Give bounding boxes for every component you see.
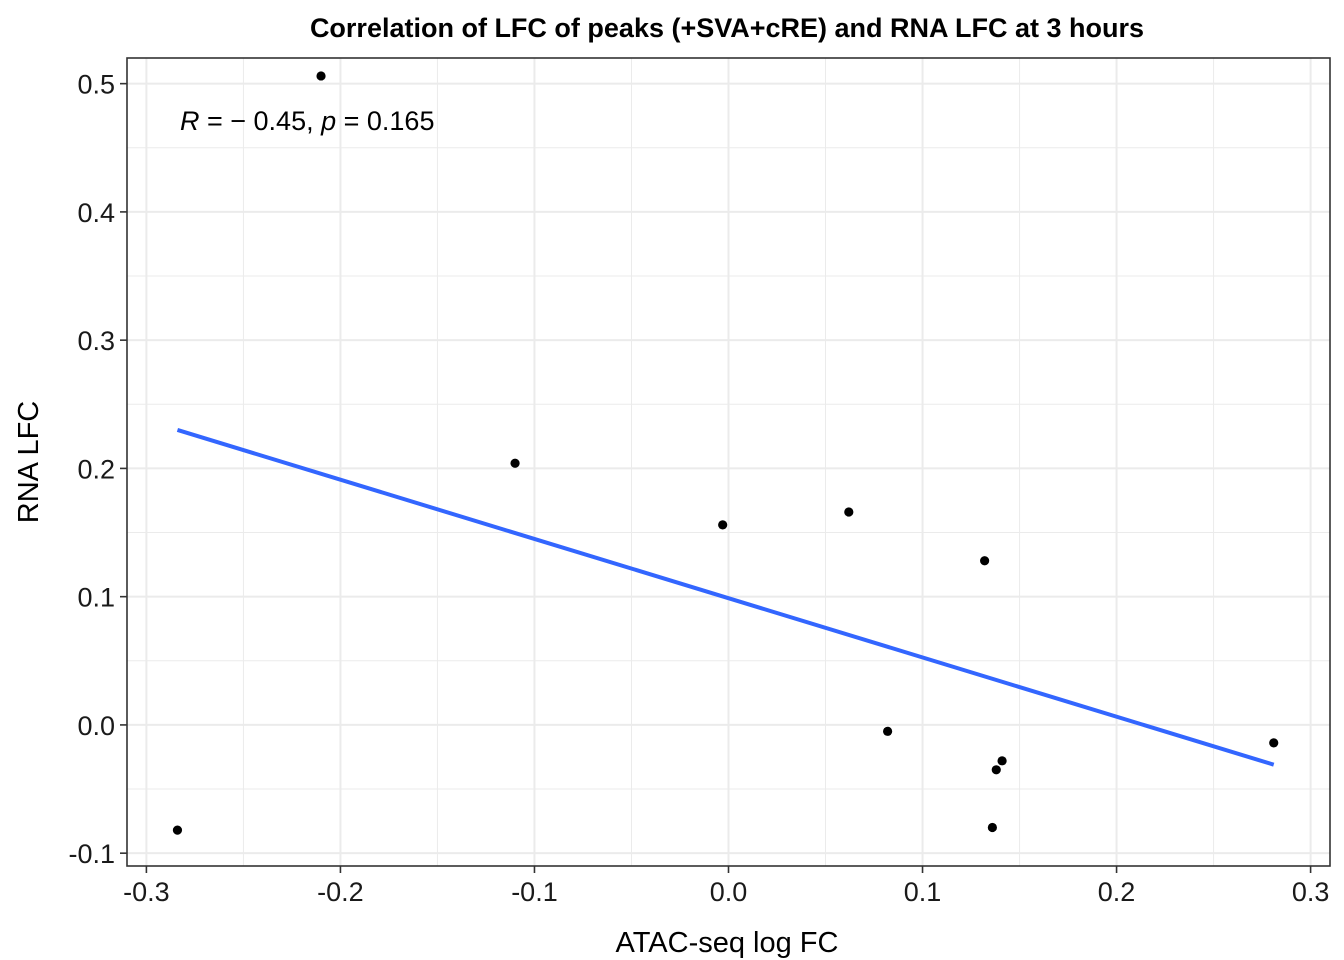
annotation-p-symbol: p bbox=[320, 106, 336, 136]
regression-line bbox=[176, 428, 1275, 767]
data-point bbox=[316, 71, 326, 81]
x-tick-label: 0.0 bbox=[710, 877, 748, 907]
y-tick-label: 0.1 bbox=[77, 583, 115, 613]
data-point bbox=[844, 507, 854, 517]
x-tick-label: 0.3 bbox=[1292, 877, 1330, 907]
data-points bbox=[172, 71, 1279, 835]
grid-lines bbox=[127, 58, 1330, 866]
data-point bbox=[980, 556, 990, 566]
y-tick-label: 0.2 bbox=[77, 454, 115, 484]
data-point bbox=[172, 825, 183, 835]
x-tick-label: -0.1 bbox=[511, 877, 558, 907]
x-axis-title: ATAC-seq log FC bbox=[616, 927, 839, 959]
data-point bbox=[718, 520, 728, 530]
y-tick-label: 0.0 bbox=[77, 711, 115, 741]
y-tick-label: 0.3 bbox=[77, 326, 115, 356]
x-tick-label: -0.2 bbox=[317, 877, 364, 907]
annotation-r-symbol: R bbox=[180, 106, 200, 136]
y-axis: -0.1 0.0 0.1 0.2 0.3 0.4 0.5 bbox=[68, 70, 127, 869]
y-axis-title: RNA LFC bbox=[13, 401, 45, 523]
y-tick-label: 0.4 bbox=[77, 198, 115, 228]
data-point bbox=[991, 765, 1001, 775]
data-point bbox=[883, 726, 893, 736]
regression-line-group bbox=[176, 428, 1275, 767]
x-tick-label: -0.3 bbox=[123, 877, 170, 907]
annotation-p-value: = 0.165 bbox=[336, 106, 434, 136]
data-point bbox=[510, 458, 520, 468]
data-point bbox=[997, 756, 1007, 766]
data-point bbox=[987, 822, 997, 833]
correlation-annotation: R = − 0.45, p = 0.165 bbox=[180, 106, 434, 136]
x-tick-label: 0.1 bbox=[904, 877, 942, 907]
chart-title: Correlation of LFC of peaks (+SVA+cRE) a… bbox=[310, 13, 1144, 43]
data-point bbox=[1269, 738, 1279, 748]
annotation-r-value: = − 0.45, bbox=[200, 106, 322, 136]
y-tick-label: 0.5 bbox=[77, 70, 115, 100]
x-tick-label: 0.2 bbox=[1098, 877, 1136, 907]
x-axis: -0.3 -0.2 -0.1 0.0 0.1 0.2 0.3 bbox=[123, 866, 1329, 907]
y-tick-label: -0.1 bbox=[68, 839, 115, 869]
